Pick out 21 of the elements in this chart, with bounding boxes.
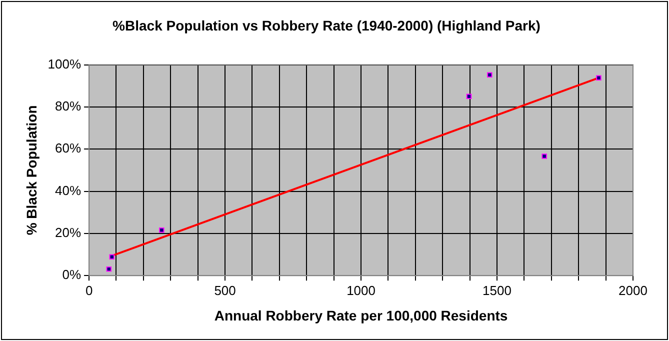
y-tick-label: 40%: [55, 182, 82, 198]
point: [466, 94, 472, 100]
y-axis-title: % Black Population: [23, 105, 40, 236]
x-tick-label: 500: [214, 282, 236, 298]
x-tick-label: 1000: [346, 282, 376, 298]
y-tick-label: 0%: [62, 267, 82, 282]
chart-title: %Black Population vs Robbery Rate (1940-2000) (Highland Park): [112, 17, 540, 34]
point: [542, 154, 547, 159]
point: [596, 75, 602, 80]
point: [159, 227, 164, 233]
x-axis-title: Annual Robbery Rate per 100,000 Residents: [214, 307, 508, 324]
point: [109, 254, 115, 260]
y-tick-label: 60%: [55, 140, 82, 156]
y-tick-label: 20%: [55, 225, 82, 240]
point: [487, 72, 492, 78]
x-tick-label: 2000: [618, 282, 648, 298]
x-tick-label: 0: [85, 282, 93, 298]
x-tick-label: 1500: [482, 282, 512, 298]
y-tick-label: 80%: [55, 98, 82, 114]
y-tick-label: 100%: [48, 56, 82, 72]
point: [106, 266, 112, 272]
